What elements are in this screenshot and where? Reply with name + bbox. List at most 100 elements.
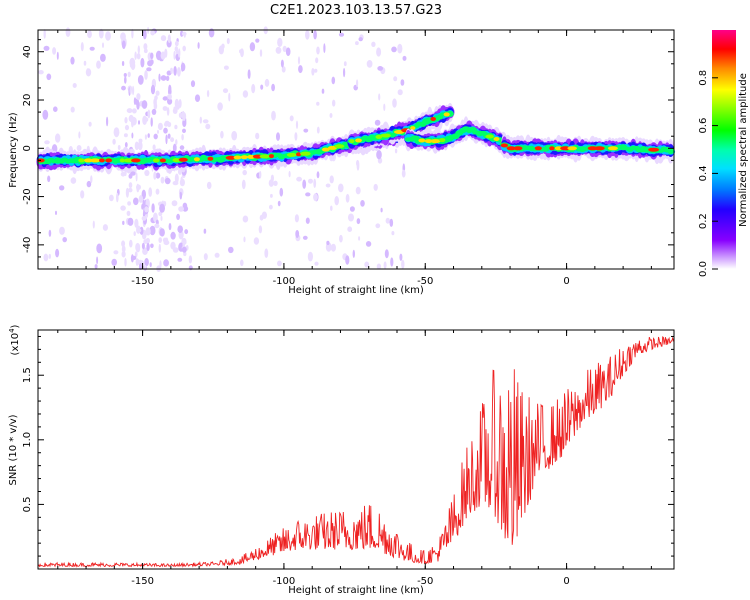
noise-speck — [182, 202, 188, 209]
noise-speck — [150, 52, 154, 60]
noise-speck — [334, 196, 340, 206]
noise-speck — [289, 115, 294, 122]
noise-speck — [143, 48, 148, 54]
noise-speck — [259, 170, 262, 179]
noise-speck — [141, 203, 144, 210]
noise-speck — [158, 237, 162, 244]
noise-speck — [400, 79, 405, 86]
noise-speck — [43, 29, 46, 39]
noise-speck — [135, 242, 141, 252]
noise-speck — [135, 172, 138, 182]
band-hotspot — [286, 152, 297, 157]
band-hotspot — [207, 156, 214, 161]
noise-speck — [280, 59, 284, 68]
band-hotspot — [84, 158, 93, 163]
noise-speck — [111, 258, 117, 266]
band-hotspot — [152, 158, 160, 163]
spectrogram-panel: -150 -100 -50 0 40 20 0 -20 -40 Height of strai… — [8, 26, 676, 296]
noise-speck — [136, 183, 140, 193]
noise-speck — [148, 187, 153, 197]
noise-speck — [171, 200, 178, 207]
noise-speck — [228, 246, 234, 254]
x-tick-label: -100 — [273, 276, 296, 287]
noise-speck — [226, 38, 230, 45]
noise-speck — [261, 211, 267, 219]
noise-speck — [172, 180, 179, 186]
snr-panel: -150 -100 -50 0 0.5 1.0 1.5 Height of straigh… — [8, 324, 675, 596]
noise-speck — [131, 132, 134, 139]
noise-speck — [383, 103, 386, 112]
band-hotspot — [131, 158, 141, 163]
noise-speck — [48, 253, 51, 259]
band-hotspot — [549, 146, 555, 151]
y-tick-label: 0.5 — [22, 496, 33, 512]
noise-speck — [121, 245, 126, 253]
noise-speck — [150, 59, 154, 65]
band-hotspot — [225, 155, 236, 160]
band-hotspot — [259, 154, 270, 159]
noise-speck — [338, 183, 344, 193]
noise-speck — [358, 37, 363, 42]
noise-speck — [188, 255, 193, 264]
noise-speck — [38, 70, 44, 75]
band-hotspot — [89, 158, 101, 163]
noise-speck — [124, 76, 127, 84]
spectrogram-x-axis-label: Height of straight line (km) — [288, 285, 424, 296]
band-hotspot — [349, 139, 355, 144]
noise-speck — [378, 93, 381, 101]
noise-speck — [167, 133, 171, 139]
noise-speck — [46, 73, 52, 81]
noise-speck — [366, 60, 373, 68]
noise-speck — [338, 32, 345, 37]
noise-speck — [178, 48, 181, 58]
noise-speck — [136, 53, 141, 60]
noise-speck — [157, 129, 159, 134]
noise-speck — [330, 243, 336, 252]
noise-speck — [170, 68, 173, 74]
noise-speck — [397, 89, 403, 96]
noise-speck — [316, 101, 320, 106]
noise-speck — [136, 100, 140, 110]
noise-speck — [255, 38, 260, 43]
noise-speck — [151, 108, 157, 115]
noise-speck — [158, 243, 161, 253]
noise-speck — [401, 259, 405, 269]
band-hotspot — [534, 146, 542, 151]
band-hotspot — [506, 146, 516, 151]
noise-speck — [70, 56, 75, 65]
noise-speck — [132, 108, 137, 114]
noise-speck — [106, 116, 109, 127]
noise-speck — [55, 248, 60, 258]
noise-speck — [376, 47, 382, 57]
noise-speck — [163, 122, 169, 127]
noise-speck — [223, 65, 229, 70]
noise-speck — [294, 132, 298, 141]
noise-speck — [163, 127, 168, 134]
noise-speck — [130, 61, 136, 71]
snr-x-ticks: -150 -100 -50 0 — [57, 330, 652, 587]
noise-speck — [162, 96, 168, 101]
noise-speck — [206, 90, 210, 98]
noise-speck — [399, 253, 403, 261]
band-hotspot — [78, 158, 85, 163]
noise-speck — [143, 117, 149, 123]
spectrogram-y-axis-label: Frequency (Hz) — [8, 112, 19, 188]
noise-speck — [356, 159, 360, 167]
noise-speck — [352, 249, 355, 258]
tail-ridge — [500, 132, 676, 165]
noise-speck — [376, 150, 382, 160]
snr-y-scale-exp: 4 — [8, 328, 16, 333]
colorbar-gradient — [712, 30, 736, 269]
noise-speck — [96, 243, 103, 254]
noise-speck — [377, 66, 384, 71]
band-hotspot — [648, 147, 660, 152]
noise-speck — [308, 178, 313, 184]
noise-speck — [173, 50, 176, 60]
snr-frame — [37, 329, 675, 570]
noise-speck — [144, 70, 148, 80]
noise-speck — [149, 262, 152, 267]
noise-speck — [249, 42, 256, 52]
noise-speck — [131, 255, 137, 260]
noise-speck — [158, 211, 163, 217]
